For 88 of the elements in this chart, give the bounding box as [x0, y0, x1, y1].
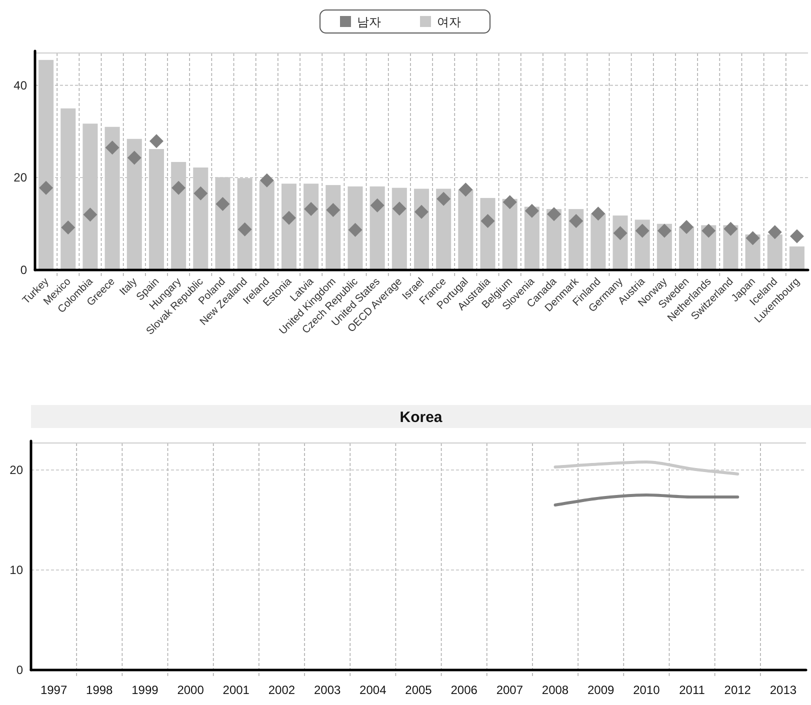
line-series [554, 494, 740, 506]
y-tick-label: 20 [14, 170, 28, 185]
point [702, 224, 716, 238]
x-tick-label: 1999 [132, 683, 159, 697]
legend-label: 여자 [437, 15, 461, 29]
x-tick-label: 2003 [314, 683, 341, 697]
x-tick-label: 2001 [222, 683, 250, 697]
x-tick-label: 2000 [177, 683, 204, 697]
bar [348, 186, 363, 270]
point [458, 182, 473, 197]
point [569, 214, 584, 228]
bar [326, 185, 341, 270]
bar [237, 178, 252, 270]
line-series [554, 460, 740, 476]
chart-title: Korea [400, 409, 443, 426]
x-tick-label: 2006 [450, 683, 478, 697]
bar [193, 168, 208, 270]
bar [590, 214, 606, 270]
point [61, 220, 76, 235]
point [392, 202, 406, 216]
point [768, 225, 782, 240]
point [216, 196, 230, 211]
x-tick-label: 2009 [588, 683, 615, 697]
x-tick-label: 1997 [40, 683, 68, 697]
y-tick-label: 10 [10, 563, 24, 577]
bar [126, 138, 142, 270]
bar [789, 246, 804, 270]
point [502, 195, 517, 210]
bar [38, 60, 54, 270]
bar [60, 108, 76, 270]
point [127, 150, 142, 165]
y-tick-label: 0 [16, 663, 24, 677]
x-tick-label: 2012 [724, 683, 752, 697]
point [790, 229, 804, 244]
bar [304, 184, 319, 270]
bar [259, 180, 274, 270]
point [282, 210, 296, 225]
y-tick-label: 40 [14, 78, 28, 92]
bar [370, 186, 385, 270]
x-tick-label: 2004 [360, 683, 387, 697]
point [635, 224, 650, 238]
point [680, 220, 694, 234]
bar [171, 162, 186, 270]
bar [767, 234, 782, 270]
bar [458, 190, 474, 270]
bar [148, 149, 164, 270]
x-tick-label: 2002 [268, 683, 296, 697]
legend-label: 남자 [357, 15, 381, 29]
point [194, 186, 208, 200]
point [83, 208, 98, 222]
x-tick-label: 2007 [496, 683, 524, 697]
bar [480, 198, 496, 270]
x-tick-label: 2005 [405, 683, 432, 697]
bar [281, 184, 296, 270]
bar [82, 124, 98, 270]
point [547, 207, 562, 222]
point [414, 204, 428, 219]
point [105, 140, 120, 155]
point [480, 214, 495, 228]
point [613, 226, 628, 240]
bar [392, 188, 407, 270]
x-tick-label: 2013 [770, 683, 797, 697]
point [348, 222, 362, 237]
x-tick-label: 1998 [86, 683, 114, 697]
x-tick-label: 2008 [542, 683, 569, 697]
point [238, 222, 252, 236]
x-tick-label: 2011 [679, 683, 706, 697]
point [657, 224, 672, 238]
point [370, 198, 384, 212]
point [304, 202, 318, 216]
point [149, 134, 164, 148]
y-tick-label: 20 [10, 463, 24, 477]
point [724, 222, 738, 236]
point [746, 231, 760, 246]
bar [436, 188, 452, 270]
bar [104, 126, 120, 270]
bar [502, 198, 518, 270]
point [172, 180, 186, 195]
point [524, 204, 539, 218]
x-tick-label: 2010 [633, 683, 660, 697]
y-tick-label: 0 [20, 263, 28, 277]
point [591, 206, 606, 221]
bar [215, 177, 230, 270]
bar [414, 188, 430, 270]
point [436, 192, 451, 206]
point [260, 173, 274, 188]
point [39, 180, 54, 195]
point [326, 202, 340, 217]
